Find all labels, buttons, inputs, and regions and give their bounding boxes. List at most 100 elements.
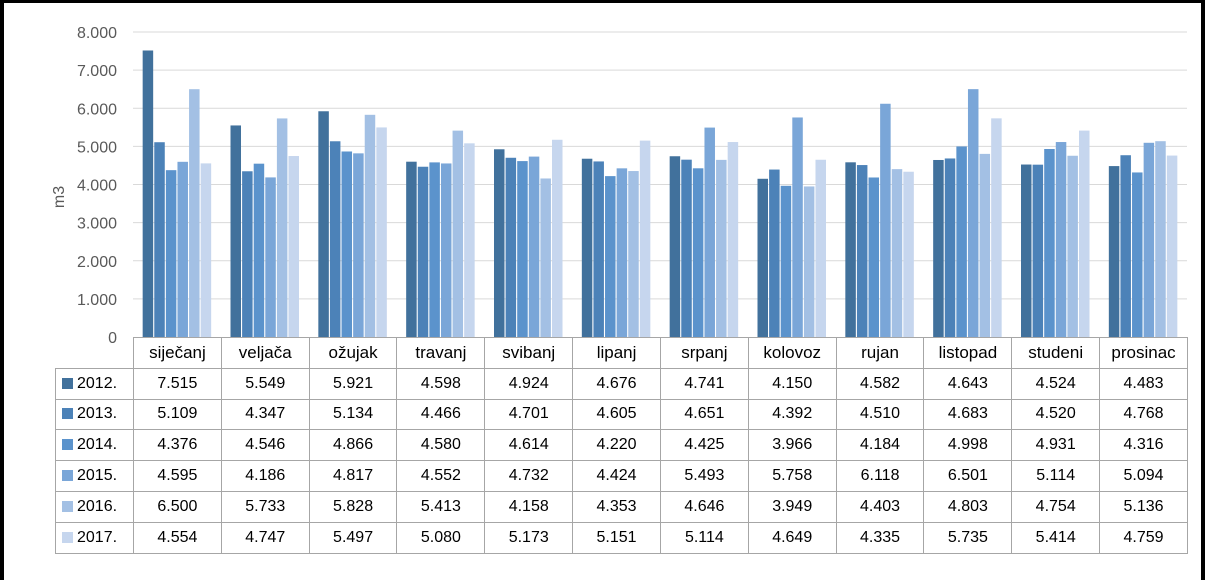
bar bbox=[792, 117, 803, 337]
data-label: 3.949 bbox=[747, 490, 837, 523]
bar bbox=[605, 176, 616, 337]
data-label: 5.151 bbox=[572, 521, 661, 554]
bar bbox=[815, 159, 826, 337]
data-label: 4.483 bbox=[1099, 367, 1188, 400]
legend-label: 2014. bbox=[77, 436, 118, 454]
data-label: 4.754 bbox=[1011, 490, 1101, 523]
bar bbox=[505, 157, 517, 337]
data-label: 4.403 bbox=[835, 490, 925, 523]
bar bbox=[727, 142, 739, 337]
data-label: 4.392 bbox=[747, 398, 837, 431]
bar bbox=[780, 185, 792, 337]
data-label: 4.649 bbox=[747, 521, 837, 554]
bar bbox=[1055, 142, 1067, 337]
data-label: 4.335 bbox=[835, 521, 925, 554]
bar bbox=[242, 171, 253, 337]
legend-label: 2016. bbox=[77, 497, 118, 515]
bar bbox=[956, 146, 967, 337]
data-label: 4.184 bbox=[835, 429, 925, 462]
data-label: 4.998 bbox=[923, 429, 1013, 462]
bar bbox=[494, 149, 505, 337]
bar bbox=[1021, 164, 1032, 337]
data-label: 7.515 bbox=[133, 367, 222, 400]
x-tick-label: ožujak bbox=[308, 337, 398, 369]
bar bbox=[1155, 141, 1166, 337]
bar bbox=[165, 170, 177, 337]
data-label: 4.186 bbox=[220, 460, 310, 492]
y-tick-label: 2.000 bbox=[77, 254, 117, 271]
bar bbox=[803, 186, 815, 337]
data-label: 4.614 bbox=[484, 429, 574, 462]
bar bbox=[142, 50, 154, 337]
legend-entry: 2014. bbox=[55, 429, 134, 462]
x-tick-label: prosinac bbox=[1099, 337, 1188, 369]
y-tick-label: 3.000 bbox=[77, 216, 117, 233]
data-label: 5.414 bbox=[1011, 521, 1101, 554]
bar bbox=[1120, 155, 1131, 337]
bar bbox=[944, 158, 956, 337]
table-row: 2012. 7.515 5.549 5.921 4.598 4.924 4.676 4.741… bbox=[55, 367, 1188, 400]
data-label: 5.735 bbox=[923, 521, 1013, 554]
x-tick-label: studeni bbox=[1011, 337, 1101, 369]
bar bbox=[1108, 166, 1120, 337]
data-label: 5.136 bbox=[1099, 490, 1188, 523]
data-label: 4.353 bbox=[572, 490, 661, 523]
legend-entry: 2015. bbox=[55, 460, 134, 492]
data-label: 4.316 bbox=[1099, 429, 1188, 462]
bar bbox=[464, 143, 475, 337]
data-label: 6.500 bbox=[133, 490, 222, 523]
data-label: 4.741 bbox=[659, 367, 749, 400]
bar bbox=[967, 89, 979, 337]
bar bbox=[769, 169, 780, 337]
bar bbox=[628, 171, 639, 337]
y-tick-label: 4.000 bbox=[77, 178, 117, 195]
bar bbox=[692, 168, 704, 337]
y-tick-label: 5.000 bbox=[77, 139, 117, 156]
data-label: 4.866 bbox=[308, 429, 398, 462]
data-label: 4.759 bbox=[1099, 521, 1188, 554]
data-label: 5.921 bbox=[308, 367, 398, 400]
data-label: 4.546 bbox=[220, 429, 310, 462]
bar bbox=[1132, 172, 1143, 337]
data-label: 5.114 bbox=[659, 521, 749, 554]
data-label: 4.643 bbox=[923, 367, 1013, 400]
bar bbox=[276, 118, 288, 337]
data-label: 5.733 bbox=[220, 490, 310, 523]
legend-label: 2017. bbox=[77, 528, 118, 546]
bar bbox=[991, 118, 1002, 338]
legend-entry: 2016. bbox=[55, 490, 134, 523]
bar bbox=[528, 156, 540, 337]
legend-swatch bbox=[62, 531, 73, 543]
bar bbox=[265, 177, 276, 337]
data-label: 5.094 bbox=[1099, 460, 1188, 492]
data-label: 4.524 bbox=[1011, 367, 1101, 400]
legend-entry: 2012. bbox=[55, 367, 134, 400]
data-label: 5.758 bbox=[747, 460, 837, 492]
bar bbox=[681, 159, 692, 337]
y-axis-label: m3 bbox=[51, 185, 68, 209]
bar bbox=[868, 177, 880, 337]
data-label: 5.549 bbox=[220, 367, 310, 400]
bar bbox=[593, 161, 604, 337]
data-label: 4.931 bbox=[1011, 429, 1101, 462]
data-label: 4.554 bbox=[133, 521, 222, 554]
y-tick-label: 7.000 bbox=[77, 63, 117, 80]
legend-swatch bbox=[62, 408, 73, 420]
data-label: 4.732 bbox=[484, 460, 574, 492]
x-tick-label: rujan bbox=[835, 337, 925, 369]
data-label: 4.701 bbox=[484, 398, 574, 431]
bar bbox=[517, 161, 528, 337]
bar bbox=[669, 156, 681, 337]
bar bbox=[1067, 155, 1078, 337]
bar bbox=[429, 162, 440, 337]
table-row: 2013. 5.109 4.347 5.134 4.466 4.701 4.605 4.651… bbox=[55, 398, 1188, 431]
x-tick-label: svibanj bbox=[484, 337, 574, 369]
data-label: 4.803 bbox=[923, 490, 1013, 523]
bar bbox=[933, 159, 944, 337]
bar bbox=[639, 140, 651, 337]
bar bbox=[1032, 164, 1044, 337]
x-tick-label: lipanj bbox=[572, 337, 661, 369]
bar bbox=[318, 111, 329, 337]
data-label: 5.109 bbox=[133, 398, 222, 431]
